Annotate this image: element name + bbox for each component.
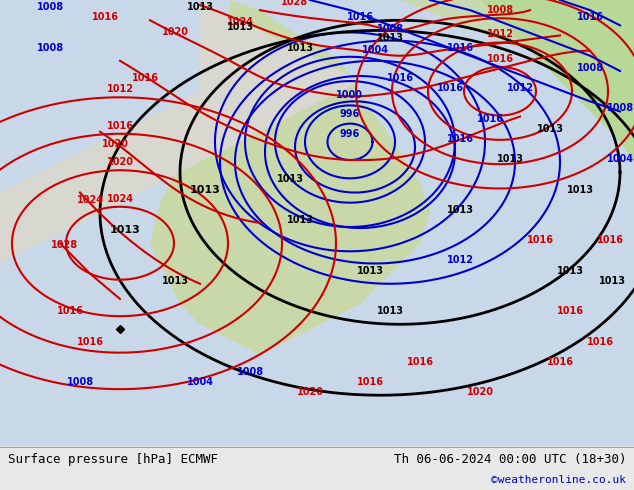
- Text: 1013: 1013: [276, 174, 304, 184]
- Text: 1012: 1012: [446, 255, 474, 266]
- Text: 1024: 1024: [107, 194, 134, 204]
- Text: 1013: 1013: [162, 276, 188, 286]
- Text: 1004: 1004: [607, 154, 633, 164]
- Text: 1013: 1013: [110, 225, 141, 235]
- Text: 1016: 1016: [107, 121, 134, 131]
- Text: 1016: 1016: [576, 12, 604, 22]
- Text: 1013: 1013: [377, 306, 403, 316]
- Text: 1008: 1008: [236, 367, 264, 377]
- Text: 1013: 1013: [567, 185, 593, 195]
- Text: 1008: 1008: [67, 377, 94, 387]
- Text: 1008: 1008: [377, 24, 404, 34]
- Text: 1016: 1016: [387, 73, 413, 83]
- Text: 1016: 1016: [586, 337, 614, 346]
- Text: 1012: 1012: [507, 83, 533, 93]
- Text: 1020: 1020: [107, 157, 134, 167]
- Text: 1013: 1013: [266, 0, 294, 2]
- Text: Surface pressure [hPa] ECMWF: Surface pressure [hPa] ECMWF: [8, 453, 218, 466]
- Text: 1000: 1000: [336, 90, 363, 100]
- Text: 1008: 1008: [576, 63, 604, 73]
- Text: 1013: 1013: [557, 266, 583, 275]
- Polygon shape: [150, 0, 430, 355]
- Text: 1013: 1013: [287, 43, 313, 52]
- Text: 1013: 1013: [446, 205, 474, 215]
- Text: 1013: 1013: [496, 154, 524, 164]
- Polygon shape: [0, 0, 634, 446]
- Text: 1016: 1016: [347, 12, 373, 22]
- Text: 1020: 1020: [467, 387, 493, 397]
- Text: 1013: 1013: [186, 2, 214, 12]
- Text: 1016: 1016: [477, 114, 503, 123]
- Text: 1013: 1013: [136, 0, 164, 2]
- Text: 1016: 1016: [547, 357, 574, 367]
- Text: 1004: 1004: [491, 0, 519, 2]
- Text: 1016: 1016: [597, 235, 623, 245]
- Text: 1008: 1008: [486, 5, 514, 15]
- Text: 1024: 1024: [77, 195, 103, 205]
- Text: 1016: 1016: [56, 306, 84, 316]
- Text: 1028: 1028: [281, 0, 309, 7]
- Text: 1016: 1016: [131, 73, 158, 83]
- Text: 1020: 1020: [297, 387, 323, 397]
- Text: 1013: 1013: [536, 124, 564, 134]
- Text: 1016: 1016: [446, 134, 474, 144]
- Text: 1013: 1013: [598, 276, 626, 286]
- Text: 996: 996: [340, 129, 360, 139]
- Text: 1016: 1016: [436, 83, 463, 93]
- Text: 1016: 1016: [526, 235, 553, 245]
- Text: 1016: 1016: [486, 54, 514, 64]
- Polygon shape: [0, 0, 360, 264]
- Text: 1004: 1004: [186, 377, 214, 387]
- Text: 1016: 1016: [446, 43, 474, 52]
- Polygon shape: [480, 0, 634, 162]
- Text: 1008: 1008: [36, 2, 63, 12]
- Text: 1016: 1016: [91, 12, 119, 22]
- Text: 1024: 1024: [226, 17, 254, 27]
- Text: 1013: 1013: [327, 0, 354, 2]
- Text: 1020: 1020: [101, 139, 129, 149]
- Text: Th 06-06-2024 00:00 UTC (18+30): Th 06-06-2024 00:00 UTC (18+30): [394, 453, 626, 466]
- Text: 1016: 1016: [536, 0, 564, 2]
- Text: 1016: 1016: [356, 377, 384, 387]
- Text: 1008: 1008: [607, 103, 633, 114]
- Text: 1004: 1004: [361, 45, 389, 55]
- Text: 1016: 1016: [557, 306, 583, 316]
- Text: 1013: 1013: [226, 23, 254, 32]
- Text: ©weatheronline.co.uk: ©weatheronline.co.uk: [491, 475, 626, 485]
- Polygon shape: [280, 0, 634, 81]
- Text: 1012: 1012: [107, 84, 134, 94]
- Text: 1028: 1028: [51, 240, 79, 250]
- Text: 1016: 1016: [77, 337, 103, 346]
- Text: 1016: 1016: [406, 357, 434, 367]
- Text: 996: 996: [340, 109, 360, 119]
- Text: 1008: 1008: [36, 43, 63, 52]
- Text: 1012: 1012: [486, 29, 514, 40]
- Text: 1013: 1013: [356, 266, 384, 275]
- Text: 1013: 1013: [287, 215, 313, 225]
- Text: 1013: 1013: [377, 32, 403, 43]
- Text: 1020: 1020: [162, 27, 188, 37]
- Text: 1013: 1013: [190, 185, 221, 195]
